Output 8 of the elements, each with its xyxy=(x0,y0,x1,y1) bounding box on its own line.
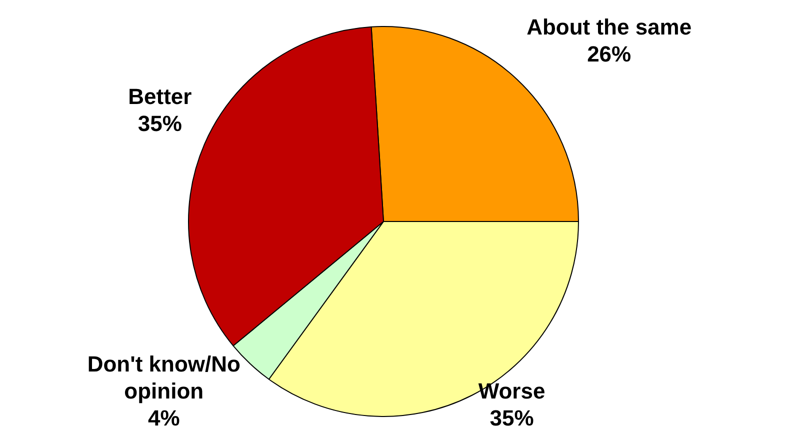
slice-label: Better xyxy=(128,84,192,110)
data-label: 26% xyxy=(587,42,632,67)
slice-label: Worse xyxy=(478,378,546,404)
slice-label: About the same xyxy=(526,14,692,40)
data-label: 4% xyxy=(148,406,180,431)
slice-label: Don't know/No opinion xyxy=(87,352,240,404)
data-label: 35% xyxy=(490,406,534,431)
data-label: 35% xyxy=(138,111,182,136)
